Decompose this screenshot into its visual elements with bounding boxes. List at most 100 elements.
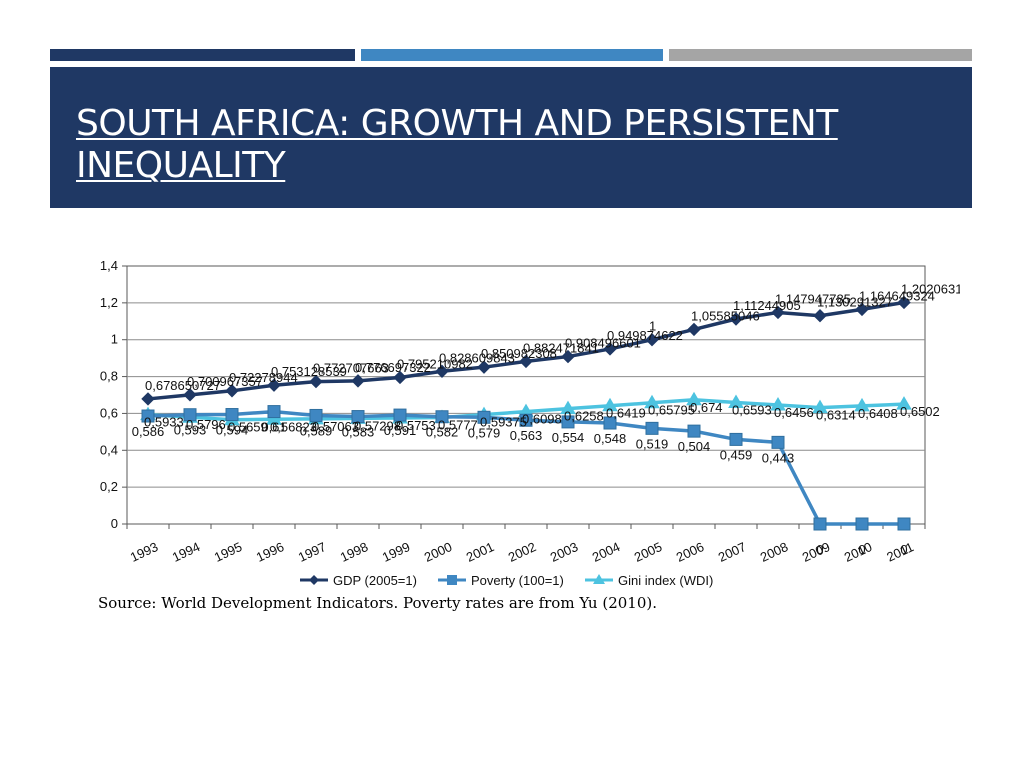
gdp-point xyxy=(603,342,617,356)
gini-data-label: 0,65795 xyxy=(648,403,695,418)
gini-data-label: 0,674 xyxy=(690,400,723,415)
poverty-point xyxy=(603,416,617,430)
poverty-point xyxy=(813,517,827,531)
gdp-point xyxy=(771,305,785,320)
poverty-data-label: 0,593 xyxy=(174,423,207,438)
slide-title: SOUTH AFRICA: GROWTH AND PERSISTENT INEQ… xyxy=(76,103,838,186)
gini-data-label: 0,6098 xyxy=(522,412,562,427)
poverty-data-label: 0,563 xyxy=(510,428,543,443)
gdp-data-label: 0,678650727 xyxy=(145,378,221,393)
x-tick-label: 1993 xyxy=(128,539,161,565)
gini-data-label: 0,6408 xyxy=(858,406,898,421)
accent-bar-dark xyxy=(50,49,355,61)
y-tick-label: 1,4 xyxy=(100,258,118,273)
gini-data-label: 0,5933 xyxy=(144,415,184,430)
gdp-point xyxy=(561,349,575,364)
gini-point xyxy=(602,397,618,412)
x-tick-label: 2001 xyxy=(464,539,497,565)
gini-point xyxy=(686,391,702,406)
source-note: Source: World Development Indicators. Po… xyxy=(98,594,658,612)
gini-data-label: 0,5753 xyxy=(396,418,436,433)
gini-point xyxy=(896,396,912,410)
x-tick-label: 1999 xyxy=(380,539,413,565)
gdp-point xyxy=(393,370,407,385)
gdp-point xyxy=(519,354,533,369)
poverty-data-label: 0,519 xyxy=(636,436,669,451)
gdp-data-label: 0,882471841 xyxy=(523,340,599,355)
poverty-data-label: 0,61 xyxy=(261,420,286,435)
y-tick-label: 1,2 xyxy=(100,295,118,310)
gini-point xyxy=(770,397,786,411)
gdp-point xyxy=(687,322,701,337)
poverty-data-label: 0,504 xyxy=(678,439,711,454)
poverty-data-label: 0 xyxy=(816,542,823,557)
poverty-point xyxy=(267,405,281,419)
gini-data-label: 0,5796 xyxy=(186,417,226,432)
gini-data-label: 0,57298 xyxy=(354,418,401,433)
gini-point xyxy=(644,394,660,409)
poverty-data-label: 0,583 xyxy=(342,425,375,440)
gdp-data-label: 1,11244905 xyxy=(733,298,801,313)
gdp-point xyxy=(813,308,827,323)
poverty-point xyxy=(687,424,701,438)
poverty-data-label: 0,589 xyxy=(300,423,333,438)
gdp-point xyxy=(477,360,491,374)
gini-data-label: 0,6593 xyxy=(732,403,772,418)
line-chart: 0 0,2 0,4 0,6 0,8 1 1,2 1,4 1993 1994 1995 1996 1997… xyxy=(100,258,960,588)
gdp-data-label: 1,202063122 xyxy=(901,281,960,296)
gini-point xyxy=(854,397,870,412)
gini-data-label: 0,6314 xyxy=(816,408,856,423)
gini-data-label: 0,5777 xyxy=(438,418,478,433)
gini-data-label: 0,59375 xyxy=(480,415,527,430)
gdp-point xyxy=(729,312,743,326)
gdp-data-label: 1,147947785 xyxy=(775,291,851,306)
gdp-data-label: 0,850982308 xyxy=(481,346,557,361)
gdp-data-label: 1,164649324 xyxy=(859,288,935,303)
title-band: SOUTH AFRICA: GROWTH AND PERSISTENT INEQ… xyxy=(50,67,972,208)
poverty-point xyxy=(393,408,407,422)
gini-data-label: 0,6419 xyxy=(606,406,646,421)
poverty-point xyxy=(561,415,575,429)
gdp-data-label: 0,772707663 xyxy=(313,361,389,376)
poverty-data-label: 0,594 xyxy=(216,423,249,438)
y-tick-label: 0,6 xyxy=(100,405,118,420)
gdp-point xyxy=(645,333,659,347)
x-tick-label: 1997 xyxy=(296,539,329,565)
gdp-data-label: 0,949874622 xyxy=(607,328,683,343)
poverty-data-label: 0,548 xyxy=(594,431,627,446)
accent-bar-mid xyxy=(361,49,663,61)
gdp-point xyxy=(183,388,197,402)
poverty-data-label: 0,459 xyxy=(720,447,753,462)
y-tick-label: 0,4 xyxy=(100,442,118,457)
poverty-data-label: 0 xyxy=(858,542,865,557)
gini-data-label: 0,6456 xyxy=(774,405,814,420)
poverty-data-label: 0,582 xyxy=(426,425,459,440)
gdp-point xyxy=(309,374,323,389)
gini-point xyxy=(266,411,282,425)
gdp-point xyxy=(855,302,869,317)
legend-label: Gini index (WDI) xyxy=(618,573,713,588)
poverty-point xyxy=(855,517,869,531)
gdp-point xyxy=(267,378,281,392)
gdp-data-label: 0,753128539 xyxy=(271,364,347,379)
poverty-point xyxy=(141,409,155,423)
x-tick-label: 1996 xyxy=(254,539,287,565)
x-tick-label: 1998 xyxy=(338,539,371,565)
legend-marker-square xyxy=(447,575,457,585)
plot-area xyxy=(126,265,926,525)
x-tick-label: 1994 xyxy=(170,539,203,565)
gini-data-label: 0,5659 xyxy=(228,420,268,435)
x-tick-label: 1995 xyxy=(212,539,245,565)
poverty-point xyxy=(309,408,323,422)
x-tick-label: 2008 xyxy=(758,539,791,565)
gini-point xyxy=(560,400,576,415)
gdp-data-label: 0,700967357 xyxy=(187,374,263,389)
poverty-point xyxy=(351,410,365,424)
poverty-data-label: 0,579 xyxy=(468,425,501,440)
x-tick-label: 2003 xyxy=(548,539,581,565)
poverty-point xyxy=(729,432,743,446)
gdp-data-label: 0,795210982 xyxy=(397,356,473,371)
x-tick-label: 2005 xyxy=(632,539,665,565)
x-tick-label: 2004 xyxy=(590,539,623,565)
gdp-point xyxy=(351,374,365,388)
